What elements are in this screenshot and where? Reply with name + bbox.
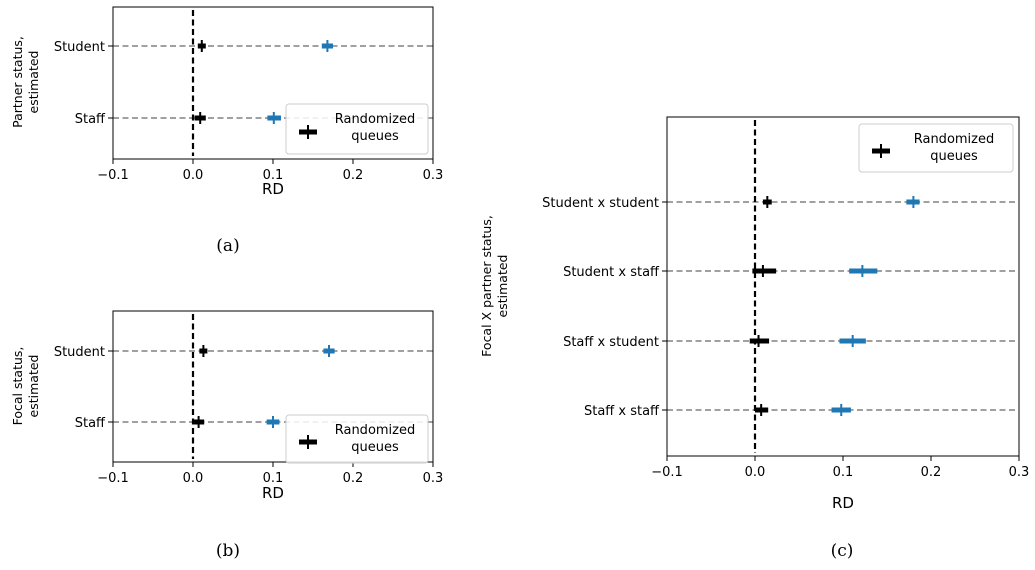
panel-b-xtick-label: −0.1 bbox=[97, 471, 129, 486]
panel-a-category-label: Student bbox=[54, 40, 105, 55]
panel-c-ylabel-line2: estimated bbox=[495, 255, 510, 318]
panel-b-xtick-label: 0.2 bbox=[343, 471, 364, 486]
panel-c-category-label: Student x staff bbox=[563, 265, 660, 280]
panel-b-legend-label-line2: queues bbox=[351, 440, 399, 455]
panel-c-category-label: Staff x staff bbox=[584, 404, 660, 419]
panel-b-legend-box bbox=[285, 414, 429, 464]
panel-b-caption: (b) bbox=[216, 541, 240, 561]
panel-c-xtick-label: 0.1 bbox=[833, 465, 854, 480]
panel-b: Focal status, estimated (b) −0.1 0.0 0.1 0.… bbox=[10, 310, 444, 561]
panel-c-category-label: Staff x student bbox=[563, 335, 659, 350]
panel-c-xtick-label: 0.0 bbox=[745, 465, 766, 480]
panel-a-legend-box bbox=[285, 103, 429, 155]
panel-c-xtick-label: 0.2 bbox=[921, 465, 942, 480]
panel-a-ylabel: Partner status, estimated bbox=[10, 36, 41, 128]
panel-c: Focal X partner status, estimated (c) −0… bbox=[479, 116, 1030, 561]
panel-a-xtick-label: 0.2 bbox=[343, 168, 364, 183]
panel-b-xlabel: RD bbox=[262, 484, 284, 502]
panel-c-xlabel: RD bbox=[832, 494, 854, 512]
panel-b-legend: Randomized queues bbox=[285, 414, 429, 464]
panel-a-category-label: Staff bbox=[75, 112, 106, 127]
panel-c-legend: Randomized queues bbox=[858, 123, 1014, 173]
panel-a-legend: Randomized queues bbox=[285, 103, 429, 155]
panel-b-ylabel: Focal status, estimated bbox=[10, 347, 41, 426]
panel-a-xtick-label: 0.1 bbox=[263, 168, 284, 183]
panel-c-xtick-label: −0.1 bbox=[651, 465, 683, 480]
panel-a-xlabel: RD bbox=[262, 180, 284, 198]
panel-a-xtick-label: 0.0 bbox=[183, 168, 204, 183]
panel-c-ylabel: Focal X partner status, estimated bbox=[479, 215, 510, 357]
panel-c-legend-label-line2: queues bbox=[930, 149, 978, 164]
panel-b-xtick-label: 0.0 bbox=[183, 471, 204, 486]
panel-a-legend-label-line2: queues bbox=[351, 129, 399, 144]
panel-a-ylabel-line2: estimated bbox=[26, 51, 41, 114]
panel-c-caption: (c) bbox=[831, 541, 854, 561]
panel-c-legend-box bbox=[858, 123, 1014, 173]
panel-a-caption: (a) bbox=[216, 236, 239, 256]
panel-c-legend-label-line1: Randomized bbox=[914, 132, 995, 147]
panel-a: Partner status, estimated (a) −0.1 0.0 0.1… bbox=[10, 6, 444, 256]
panel-b-legend-label-line1: Randomized bbox=[335, 423, 416, 438]
panel-a-xtick-label: 0.3 bbox=[423, 168, 444, 183]
panel-c-ylabel-line1: Focal X partner status, bbox=[479, 215, 494, 357]
panel-a-legend-label-line1: Randomized bbox=[335, 112, 416, 127]
panel-b-xtick-label: 0.3 bbox=[423, 471, 444, 486]
panel-b-ylabel-line1: Focal status, bbox=[10, 347, 25, 426]
panel-b-category-label: Student bbox=[54, 345, 105, 360]
panel-b-ylabel-line2: estimated bbox=[26, 355, 41, 418]
panel-b-xtick-label: 0.1 bbox=[263, 471, 284, 486]
panel-a-ylabel-line1: Partner status, bbox=[10, 36, 25, 128]
panel-c-xtick-label: 0.3 bbox=[1009, 465, 1030, 480]
panel-c-category-label: Student x student bbox=[542, 196, 659, 211]
panel-a-xtick-label: −0.1 bbox=[97, 168, 129, 183]
panel-b-category-label: Staff bbox=[75, 416, 106, 431]
